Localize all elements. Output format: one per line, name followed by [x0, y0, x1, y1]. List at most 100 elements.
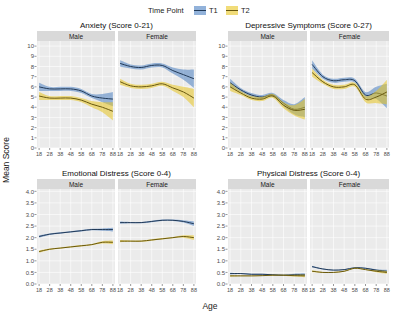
grid-line [228, 137, 307, 138]
x-tick [262, 284, 263, 286]
x-tick-label: 18 [227, 151, 233, 157]
y-tick-label: 3.5 [26, 200, 35, 206]
y-tick-label: 2 [222, 125, 226, 131]
grid-line [49, 189, 50, 284]
panel-group: Depressive Symptoms (Score 0-27)01234567… [218, 21, 390, 157]
y-tick [226, 237, 228, 238]
facet-label: Male [69, 181, 83, 188]
y-tick [226, 117, 228, 118]
y-tick-label: 0.5 [217, 270, 226, 276]
grid-line [354, 189, 355, 284]
grid-line [283, 41, 284, 148]
y-tick-label: 4 [222, 104, 226, 110]
x-tick [91, 284, 92, 286]
x-tick-label: 28 [238, 151, 244, 157]
y-tick-label: 10 [218, 43, 225, 49]
facet-strip [37, 31, 115, 41]
facet-label: Male [260, 33, 274, 40]
grid-line [312, 41, 313, 148]
x-tick-label: 78 [99, 151, 105, 157]
x-tick [230, 284, 231, 286]
y-tick-label: 2.5 [217, 223, 226, 229]
grid-line [120, 41, 121, 148]
y-tick-label: 8 [222, 64, 226, 70]
y-tick-label: 6 [31, 84, 35, 90]
y-tick-label: 1.5 [217, 246, 226, 252]
y-tick-label: 1.0 [26, 258, 35, 264]
y-tick [35, 237, 37, 238]
x-tick-label: 58 [270, 151, 276, 157]
facet-strip [310, 179, 389, 189]
x-tick [333, 148, 334, 150]
grid-line [118, 46, 196, 47]
facet-label: Female [146, 181, 168, 188]
y-tick [35, 284, 37, 285]
grid-line [141, 189, 142, 284]
y-tick-label: 2.0 [26, 235, 35, 241]
y-tick [35, 127, 37, 128]
x-tick-label: 48 [149, 151, 155, 157]
x-tick-label: 48 [341, 287, 347, 293]
confidence-band [312, 268, 387, 274]
grid-line [228, 46, 307, 47]
x-tick-label: 78 [180, 151, 186, 157]
facet-strip [310, 31, 389, 41]
x-tick-label: 88 [191, 151, 197, 157]
y-tick [35, 46, 37, 47]
x-tick-label: 58 [352, 287, 358, 293]
grid-line [118, 284, 196, 285]
x-tick-label: 28 [47, 287, 53, 293]
grid-line [310, 237, 389, 238]
grid-line [151, 41, 152, 148]
x-tick [365, 284, 366, 286]
y-tick-label: 1.5 [26, 246, 35, 252]
series-line [39, 242, 113, 251]
series-line [120, 220, 194, 224]
y-tick [226, 272, 228, 273]
y-tick-label: 3 [31, 115, 35, 121]
grid-line [304, 189, 305, 284]
facet-strip [37, 179, 115, 189]
x-tick [386, 284, 387, 286]
grid-line [312, 189, 313, 284]
grid-line [230, 41, 231, 148]
grid-line [386, 189, 387, 284]
x-tick-label: 88 [110, 287, 116, 293]
series-line [230, 275, 305, 277]
grid-line [228, 127, 307, 128]
y-tick-label: 3.0 [217, 212, 226, 218]
series-line [39, 229, 113, 236]
x-tick-label: 58 [78, 287, 84, 293]
y-tick-label: 2.5 [26, 223, 35, 229]
x-tick [49, 148, 50, 150]
x-tick-label: 18 [36, 287, 42, 293]
x-tick-label: 68 [170, 287, 176, 293]
plot-area [37, 189, 115, 284]
series-line [39, 96, 113, 111]
x-tick [162, 284, 163, 286]
grid-line [37, 127, 115, 128]
y-tick [226, 226, 228, 227]
legend-swatch [226, 6, 238, 15]
grid-line [310, 214, 389, 215]
grid-line [310, 137, 389, 138]
grid-line [228, 76, 307, 77]
y-tick-label: 7 [222, 74, 226, 80]
grid-line [272, 189, 273, 284]
y-tick [35, 260, 37, 261]
y-tick-label: 3 [222, 115, 226, 121]
x-tick-label: 18 [36, 151, 42, 157]
marks [39, 83, 113, 121]
x-tick-label: 78 [180, 287, 186, 293]
x-tick [251, 148, 252, 150]
y-tick [35, 214, 37, 215]
y-tick-label: 3.0 [26, 212, 35, 218]
y-tick [35, 137, 37, 138]
grid-line [37, 117, 115, 118]
marks [230, 79, 305, 120]
x-tick-label: 78 [291, 287, 297, 293]
y-tick [35, 117, 37, 118]
grid-line [91, 189, 92, 284]
y-tick [35, 66, 37, 67]
grid-line [37, 137, 115, 138]
